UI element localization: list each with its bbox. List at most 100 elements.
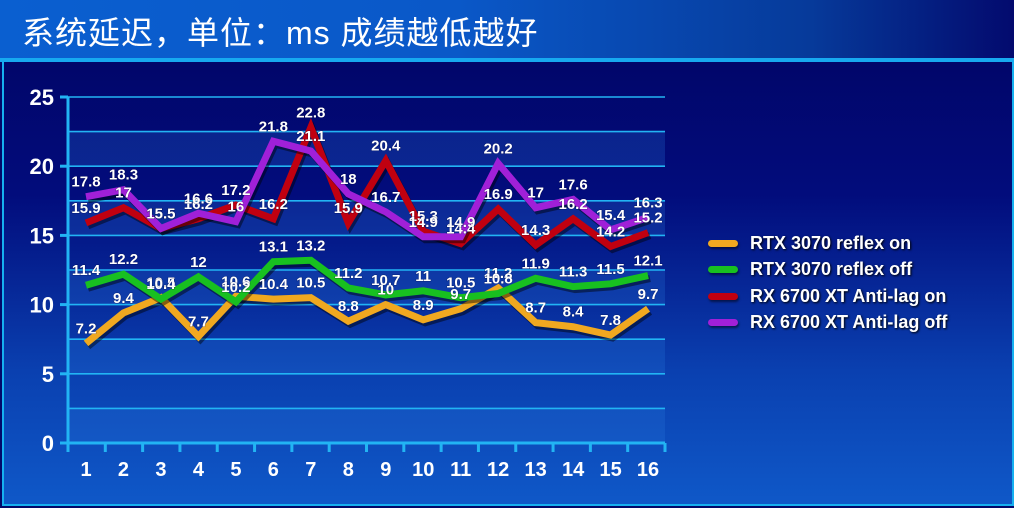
- data-label: 17.6: [559, 176, 588, 193]
- data-label: 13.2: [296, 237, 325, 254]
- data-label: 21.1: [296, 128, 325, 145]
- data-label: 10.5: [446, 275, 475, 292]
- data-label: 8.9: [413, 297, 434, 314]
- data-label: 10.7: [371, 272, 400, 289]
- data-label: 16.3: [633, 194, 662, 211]
- legend-item-rx6700xt-antilag-on: RX 6700 XT Anti-lag on: [708, 283, 947, 310]
- data-label: 11.5: [596, 261, 624, 278]
- x-tick-label: 8: [343, 459, 354, 481]
- data-label: 11.3: [559, 264, 587, 281]
- data-label: 12.1: [633, 253, 662, 270]
- x-tick-label: 2: [118, 459, 129, 481]
- legend-item-rtx3070-reflex-off: RTX 3070 reflex off: [708, 257, 947, 284]
- grid-band: [68, 339, 665, 374]
- title-bar: 系统延迟，单位：ms 成绩越低越好: [0, 0, 1014, 58]
- legend-label: RTX 3070 reflex on: [750, 232, 912, 253]
- data-label: 15.4: [596, 207, 626, 224]
- legend-label: RX 6700 XT Anti-lag on: [750, 285, 947, 306]
- legend-swatch-purple: [708, 319, 738, 327]
- data-label: 18: [340, 171, 357, 188]
- x-tick-label: 12: [487, 459, 509, 481]
- x-tick-label: 15: [599, 459, 621, 481]
- x-tick-label: 13: [525, 459, 547, 481]
- grid-band: [68, 408, 665, 443]
- x-tick-label: 9: [380, 459, 391, 481]
- data-label: 17.2: [221, 182, 250, 199]
- data-label: 15.2: [633, 210, 662, 227]
- data-label: 17: [115, 185, 132, 202]
- legend-swatch-orange: [708, 239, 738, 247]
- data-label: 22.8: [296, 104, 325, 121]
- x-tick-label: 16: [637, 459, 659, 481]
- x-tick-label: 4: [193, 459, 205, 481]
- legend-item-rx6700xt-antilag-off: RX 6700 XT Anti-lag off: [708, 310, 947, 337]
- x-tick-label: 3: [155, 459, 166, 481]
- data-label: 10.6: [221, 273, 250, 290]
- data-label: 16.2: [259, 196, 288, 213]
- data-label: 16.2: [184, 196, 213, 213]
- data-label: 17: [527, 185, 544, 202]
- data-label: 10: [377, 282, 394, 299]
- grid-band: [68, 131, 665, 167]
- data-label: 12: [190, 254, 207, 271]
- data-label: 8.7: [525, 300, 546, 317]
- title-divider: [0, 58, 1014, 62]
- data-label: 20.4: [371, 138, 401, 155]
- data-label: 10.8: [484, 271, 513, 288]
- data-label: 15.5: [146, 205, 175, 222]
- data-label: 10.5: [146, 275, 175, 292]
- data-label: 16.7: [371, 189, 400, 206]
- data-label: 10.2: [221, 279, 250, 296]
- data-label: 14.9: [409, 214, 438, 231]
- data-label: 9.4: [113, 290, 135, 307]
- data-label: 16.6: [184, 190, 213, 207]
- x-tick-label: 10: [412, 459, 434, 481]
- x-tick-label: 14: [562, 459, 585, 481]
- y-tick-label: 10: [30, 293, 54, 318]
- data-label: 16.9: [484, 186, 513, 203]
- data-label: 14.2: [596, 223, 625, 240]
- data-label: 11: [415, 268, 431, 285]
- data-label: 15.9: [71, 200, 100, 217]
- series-line: [85, 137, 650, 241]
- series-line: [83, 283, 651, 347]
- data-label: 20.2: [484, 140, 513, 157]
- data-label: 14.9: [446, 214, 475, 231]
- data-label: 13.1: [259, 239, 288, 256]
- data-label: 8.4: [563, 304, 585, 321]
- y-tick-label: 15: [30, 223, 54, 248]
- data-label: 17.8: [71, 174, 100, 191]
- x-tick-label: 11: [450, 459, 471, 481]
- legend-label: RTX 3070 reflex off: [750, 259, 913, 280]
- legend-label: RX 6700 XT Anti-lag off: [750, 312, 948, 333]
- y-tick-label: 0: [42, 431, 54, 456]
- data-label: 11.2: [334, 265, 362, 282]
- y-tick-label: 20: [30, 154, 54, 179]
- data-label: 11.9: [521, 255, 549, 272]
- data-label: 9.7: [450, 286, 471, 303]
- data-label: 7.2: [76, 320, 97, 337]
- data-label: 11.4: [72, 262, 101, 279]
- x-tick-label: 1: [80, 459, 91, 481]
- data-label: 7.8: [600, 312, 621, 329]
- data-label: 16: [228, 199, 245, 216]
- y-tick-label: 5: [42, 362, 54, 387]
- data-label: 10.4: [259, 276, 289, 293]
- data-label: 9.7: [638, 286, 659, 303]
- x-tick-label: 5: [230, 459, 241, 481]
- legend-swatch-green: [708, 266, 738, 274]
- legend-swatch-red: [708, 292, 738, 300]
- data-label: 14.4: [446, 221, 476, 238]
- chart-panel: [2, 62, 1014, 506]
- y-tick-label: 25: [30, 85, 54, 110]
- data-label: 10.5: [296, 275, 325, 292]
- data-label: 14.3: [521, 222, 550, 239]
- data-label: 8.8: [338, 298, 359, 315]
- x-tick-label: 6: [268, 459, 279, 481]
- legend-item-rtx3070-reflex-on: RTX 3070 reflex on: [708, 230, 947, 257]
- data-label: 15.5: [146, 205, 175, 222]
- series-line: [85, 256, 649, 307]
- data-label: 12.2: [109, 251, 138, 268]
- legend: RTX 3070 reflex on RTX 3070 reflex off R…: [708, 230, 947, 336]
